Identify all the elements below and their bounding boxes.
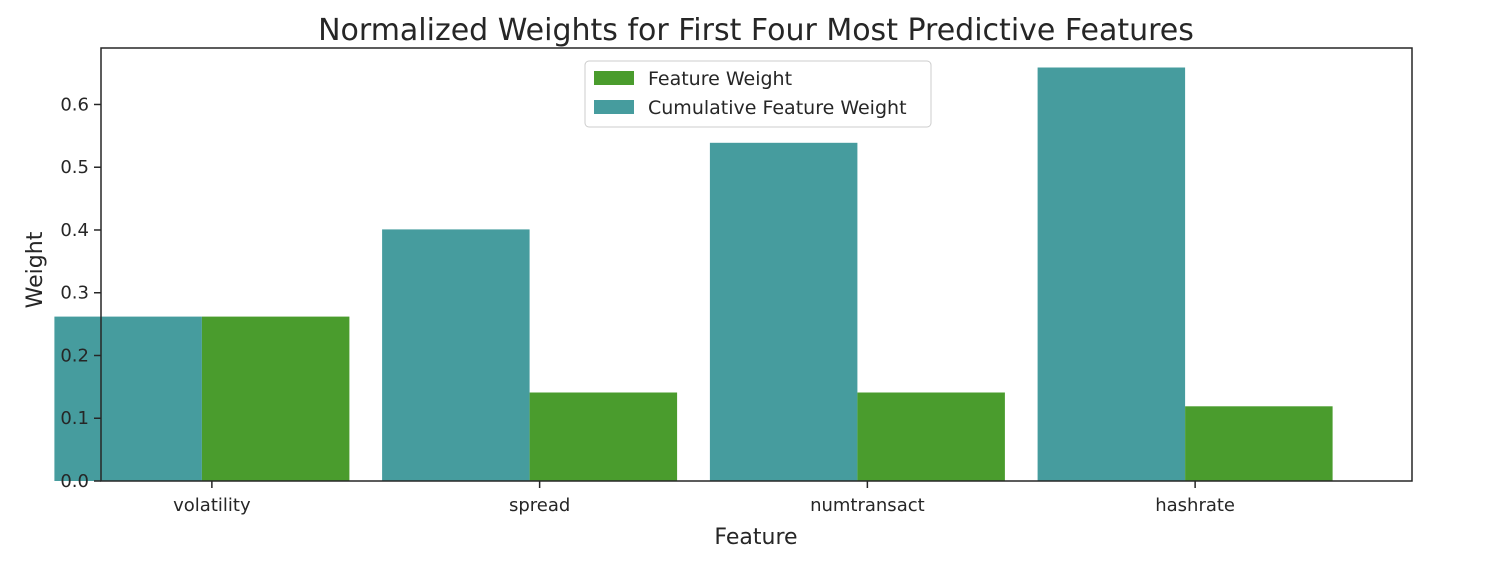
cumulative-weight-bar-volatility bbox=[54, 316, 202, 481]
x-axis: volatility spread numtransact hashrate bbox=[173, 481, 1235, 516]
feature-weight-bar-volatility bbox=[201, 316, 350, 481]
feature-weight-bar-numtransact bbox=[857, 392, 1005, 481]
y-tick-label: 0.5 bbox=[60, 157, 89, 178]
legend-swatch-feature-weight bbox=[594, 71, 634, 85]
x-tick-label-numtransact: numtransact bbox=[810, 495, 925, 516]
y-tick-label: 0.3 bbox=[60, 283, 89, 304]
x-tick-label-volatility: volatility bbox=[173, 495, 251, 516]
legend-label-feature-weight: Feature Weight bbox=[648, 68, 792, 90]
legend-box bbox=[584, 60, 932, 128]
y-axis: 0.0 0.1 0.2 0.3 0.4 0.5 0.6 bbox=[60, 94, 101, 492]
feature-weight-bar-hashrate bbox=[1185, 406, 1333, 481]
y-tick-label: 0.6 bbox=[60, 94, 89, 115]
y-tick-label: 0.1 bbox=[60, 408, 89, 429]
legend-label-cumulative-feature-weight: Cumulative Feature Weight bbox=[648, 97, 907, 119]
y-tick-label: 0.0 bbox=[60, 471, 89, 492]
y-tick-label: 0.4 bbox=[60, 220, 89, 241]
y-axis-label: Weight bbox=[23, 231, 48, 308]
cumulative-weight-bar-numtransact bbox=[709, 142, 858, 482]
feature-weight-bar-spread bbox=[529, 392, 678, 481]
bars-layer bbox=[54, 67, 1333, 482]
chart-title: Normalized Weights for First Four Most P… bbox=[318, 13, 1194, 48]
legend: Feature Weight Cumulative Feature Weight bbox=[584, 60, 932, 128]
y-tick-label: 0.2 bbox=[60, 345, 89, 366]
x-axis-label: Feature bbox=[714, 525, 797, 550]
x-tick-label-spread: spread bbox=[509, 495, 570, 516]
cumulative-weight-bar-spread bbox=[382, 229, 530, 481]
plot-frame bbox=[100, 47, 1413, 482]
cumulative-weight-bar-hashrate bbox=[1037, 67, 1186, 481]
legend-swatch-cumulative-feature-weight bbox=[594, 100, 634, 114]
x-tick-label-hashrate: hashrate bbox=[1155, 495, 1235, 516]
